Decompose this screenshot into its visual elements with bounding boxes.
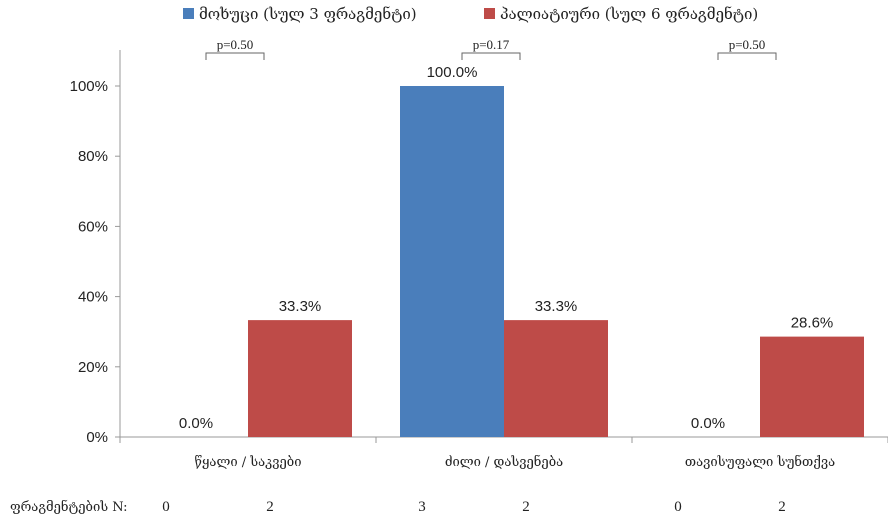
- count-value: 2: [266, 499, 274, 515]
- y-tick-label: 100%: [70, 78, 108, 95]
- data-labels: 0.0% 33.3% 100.0% 33.3% 0.0% 28.6%: [179, 64, 833, 432]
- bar-elderly: [400, 86, 504, 437]
- bar-palliative: [504, 320, 608, 437]
- bars: [248, 86, 864, 437]
- p-value-label: p=0.17: [473, 37, 510, 52]
- significance-bracket: [205, 52, 265, 60]
- count-value: 2: [522, 499, 530, 515]
- legend-swatch-palliative: [484, 8, 495, 19]
- data-label: 0.0%: [691, 415, 725, 432]
- legend-label-palliative: პალიატიური (სულ 6 ფრაგმენტი): [500, 5, 758, 23]
- category-labels: წყალი / საკვები ძილი / დასვენება თავისუფალ…: [119, 437, 888, 470]
- y-axis: 0% 20% 40% 60% 80% 100%: [70, 50, 121, 446]
- significance-brackets: p=0.50 p=0.17 p=0.50: [205, 37, 777, 60]
- counts-row-label: ფრაგმენტების N:: [10, 499, 128, 515]
- count-value: 0: [674, 499, 682, 515]
- data-label: 33.3%: [279, 298, 322, 315]
- significance-bracket: [717, 52, 777, 60]
- legend: მოხუცი (სულ 3 ფრაგმენტი) პალიატიური (სულ…: [183, 5, 758, 23]
- data-label: 100.0%: [427, 64, 478, 81]
- significance-bracket: [461, 52, 521, 60]
- data-label: 0.0%: [179, 415, 213, 432]
- data-label: 33.3%: [535, 298, 578, 315]
- bar-palliative: [760, 336, 864, 437]
- count-value: 3: [418, 499, 426, 515]
- category-label: თავისუფალი სუნთქვა: [685, 454, 835, 470]
- counts-row: ფრაგმენტების N: 0 2 3 2 0 2: [10, 499, 786, 515]
- y-tick-label: 60%: [78, 218, 108, 235]
- y-tick-label: 40%: [78, 289, 108, 306]
- category-label: ძილი / დასვენება: [445, 454, 563, 470]
- p-value-label: p=0.50: [729, 37, 766, 52]
- y-tick-label: 80%: [78, 148, 108, 165]
- bar-palliative: [248, 320, 352, 437]
- count-value: 0: [162, 499, 170, 515]
- legend-label-elderly: მოხუცი (სულ 3 ფრაგმენტი): [199, 5, 417, 23]
- category-label: წყალი / საკვები: [194, 455, 301, 470]
- y-tick-label: 0%: [86, 429, 108, 446]
- count-value: 2: [778, 499, 786, 515]
- y-tick-label: 20%: [78, 359, 108, 376]
- p-value-label: p=0.50: [217, 37, 254, 52]
- legend-swatch-elderly: [183, 8, 194, 19]
- data-label: 28.6%: [791, 315, 834, 332]
